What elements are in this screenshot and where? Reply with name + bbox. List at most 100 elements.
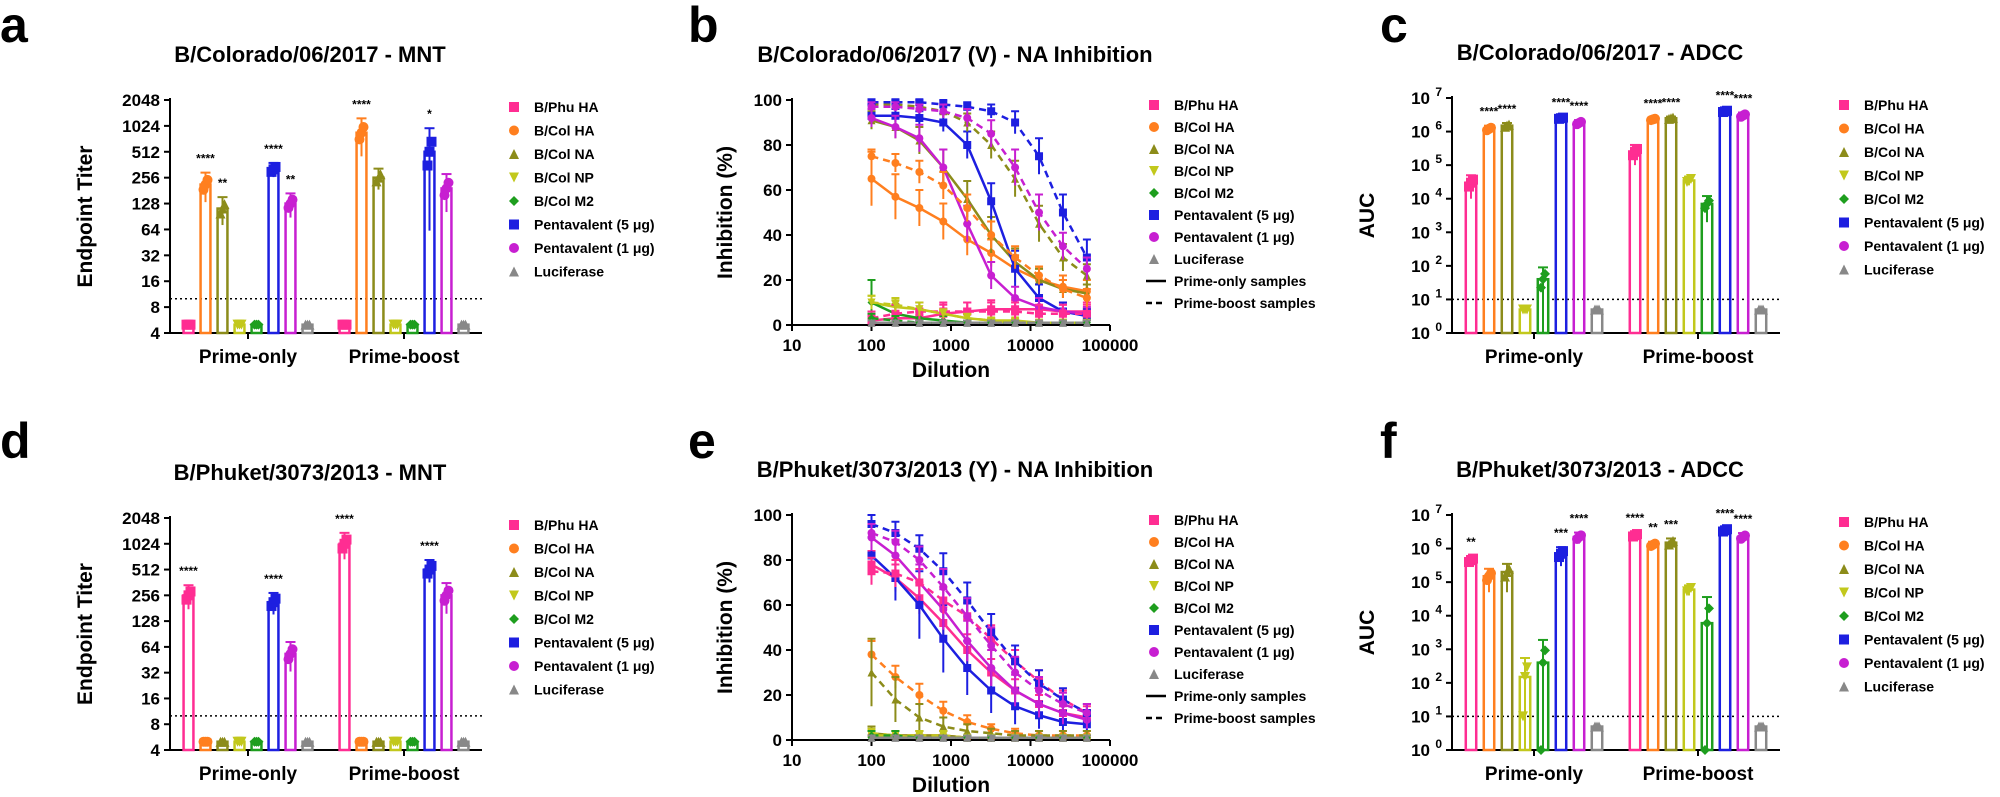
legend-entry: Luciferase (1174, 666, 1244, 682)
data-point (1468, 553, 1478, 564)
panel-letter: c (1380, 0, 1408, 53)
panel-a: a B/Colorado/06/2017 - MNT Endpoint Titer 4… (0, 0, 655, 368)
data-point (915, 114, 924, 122)
data-point (358, 736, 369, 747)
data-point (891, 102, 900, 111)
data-point (1632, 144, 1642, 155)
y-tick-exponent: 0 (1435, 737, 1442, 751)
legend-marker (509, 243, 519, 253)
legend-marker (1839, 517, 1849, 527)
legend-marker (509, 149, 519, 159)
data-point (1082, 709, 1091, 717)
data-point (939, 181, 948, 190)
legend-marker (1149, 144, 1159, 154)
data-point (1082, 264, 1091, 273)
data-point (915, 713, 924, 722)
bar (199, 183, 212, 335)
panel-f: f B/Phuket/3073/2013 - ADCC AUC 10 0 10 1 10 2 10… (1356, 413, 1985, 785)
data-point (1082, 294, 1091, 302)
panel-e: e B/Phuket/3073/2013 (Y) - NA Inhibition I… (688, 413, 1316, 797)
y-tick-label: 1024 (122, 535, 160, 554)
y-tick-exponent: 5 (1435, 569, 1442, 583)
legend-marker (1839, 634, 1849, 645)
panel-title: B/Phuket/3073/2013 (Y) - NA Inhibition (757, 457, 1153, 482)
legend-entry: Prime-only samples (1174, 273, 1306, 289)
bar (216, 207, 229, 335)
legend-marker (509, 543, 519, 554)
data-point (1702, 618, 1712, 629)
data-point (236, 736, 247, 747)
legend-entry: Pentavalent (5 μg) (1174, 622, 1295, 638)
data-point (409, 736, 420, 747)
data-point (1540, 645, 1550, 656)
y-tick-label: 10 (1411, 190, 1430, 209)
legend-entry: Luciferase (1174, 251, 1244, 267)
y-tick-label: 2048 (122, 91, 160, 110)
legend-marker (1149, 100, 1159, 110)
data-point (460, 736, 471, 747)
data-point (939, 309, 948, 318)
data-point (939, 634, 948, 643)
data-point (358, 122, 369, 133)
data-point (891, 551, 900, 560)
data-point (987, 129, 996, 138)
significance-label: **** (1716, 506, 1735, 520)
data-point (202, 174, 213, 185)
legend-entry: B/Phu HA (1864, 514, 1929, 530)
y-tick-label: 40 (763, 641, 782, 660)
y-axis-label: AUC (1356, 193, 1379, 239)
y-axis-label: AUC (1356, 610, 1379, 656)
data-point (1594, 304, 1604, 315)
legend-marker (509, 125, 519, 136)
data-point (891, 733, 900, 742)
y-tick-label: 10 (1411, 223, 1430, 242)
significance-label: **** (1644, 97, 1663, 111)
legend-entry: B/Col NA (1174, 556, 1235, 572)
data-point (1558, 546, 1568, 557)
series-line (871, 522, 1088, 715)
y-tick-exponent: 1 (1435, 703, 1442, 717)
legend-entry: B/Phu HA (534, 517, 599, 533)
legend-marker (1149, 122, 1159, 132)
significance-label: ** (218, 176, 228, 190)
bar (1736, 114, 1750, 335)
data-point (460, 319, 471, 330)
legend-entry: B/Col NP (534, 170, 594, 186)
legend-marker (1839, 658, 1849, 668)
data-point (963, 314, 972, 323)
data-point (891, 318, 900, 327)
data-point (963, 219, 972, 228)
legend-entry: Pentavalent (1 μg) (534, 658, 655, 674)
legend-entry: B/Col NP (1864, 585, 1924, 601)
data-point (1035, 733, 1044, 742)
y-tick-label: 64 (141, 638, 160, 657)
y-tick-label: 10 (1411, 607, 1430, 626)
legend-entry: B/Col NA (1864, 144, 1925, 160)
data-point (236, 319, 247, 330)
bar (182, 594, 195, 752)
y-tick-label: 10 (1411, 506, 1430, 525)
legend-marker (1149, 515, 1159, 525)
legend-entry: Pentavalent (5 μg) (534, 217, 655, 233)
y-tick-label: 4 (151, 741, 161, 760)
legend-entry: B/Col NP (1864, 168, 1924, 184)
legend-marker (1149, 603, 1159, 613)
significance-label: **** (264, 142, 283, 156)
bar (284, 202, 297, 335)
legend-entry: B/Col M2 (534, 193, 594, 209)
legend-marker (1839, 564, 1849, 574)
data-point (1632, 529, 1642, 540)
data-point (1576, 530, 1586, 541)
bar (1682, 179, 1696, 335)
x-tick-label: 100 (857, 336, 885, 355)
y-tick-label: 32 (141, 664, 160, 683)
y-tick-label: 60 (763, 596, 782, 615)
bar (1736, 535, 1750, 752)
legend-entry: B/Col HA (1864, 538, 1925, 554)
y-tick-label: 10 (1411, 123, 1430, 142)
y-tick-label: 4 (151, 324, 161, 343)
data-point (915, 204, 924, 212)
legend-entry: B/Col M2 (1174, 600, 1234, 616)
legend-entry: B/Col HA (1174, 534, 1235, 550)
data-point (939, 722, 948, 731)
